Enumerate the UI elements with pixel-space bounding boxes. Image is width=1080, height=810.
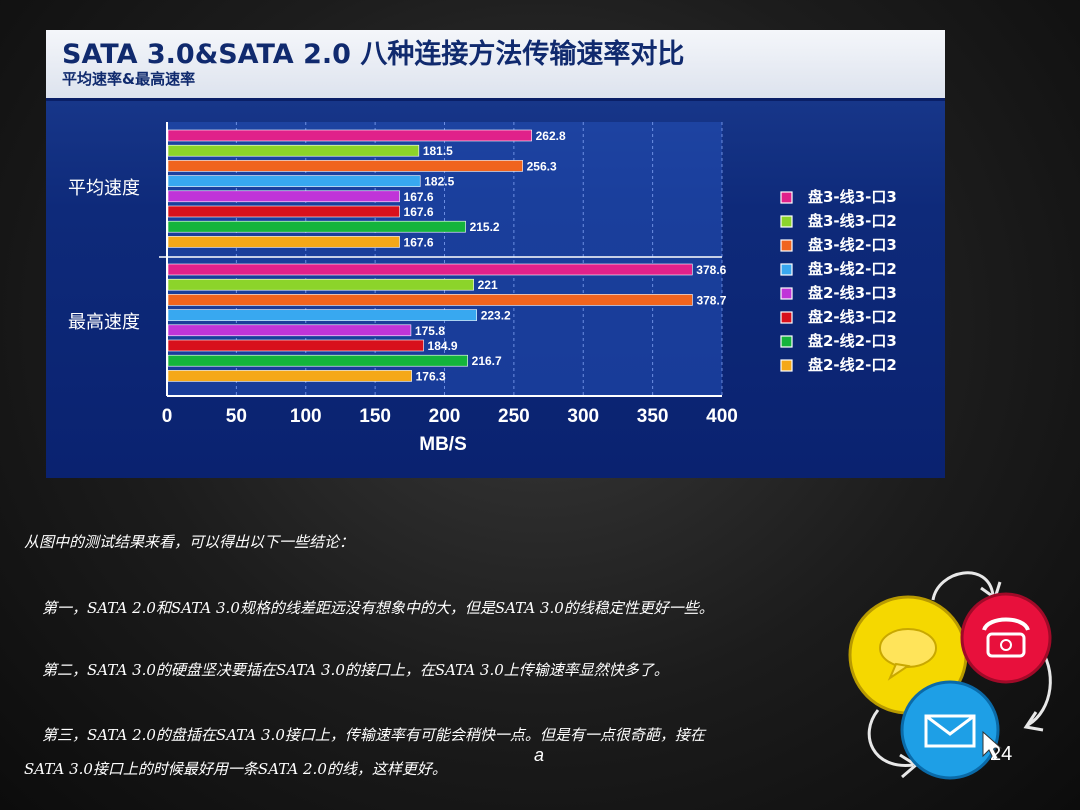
legend-label: 盘2-线2-口3 xyxy=(808,332,897,350)
x-tick-label: 400 xyxy=(706,406,738,427)
legend-label: 盘2-线2-口2 xyxy=(808,356,897,374)
bar xyxy=(167,144,420,157)
conclusion-first: 第一，SATA 2.0和SATA 3.0规格的线差距远没有想象中的大，但是SAT… xyxy=(42,599,714,617)
bar-value-label: 167.6 xyxy=(404,205,434,219)
legend-label: 盘3-线3-口2 xyxy=(808,212,897,230)
x-tick-label: 300 xyxy=(567,406,599,427)
bar-value-label: 167.6 xyxy=(404,235,434,249)
bar-value-label: 262.8 xyxy=(536,129,566,143)
x-tick-label: 50 xyxy=(226,406,247,427)
legend-label: 盘3-线2-口2 xyxy=(808,260,897,278)
x-axis-label: MB/S xyxy=(419,434,467,455)
chart-plot: 0 50 100 150 200 250 300 350 400 MB/S 平均速度 262.8 181… xyxy=(68,122,897,455)
x-tick-label: 100 xyxy=(290,406,322,427)
category-label: 平均速度 xyxy=(68,178,140,199)
category-label: 最高速度 xyxy=(68,312,140,333)
bar xyxy=(167,160,523,172)
bar xyxy=(167,175,421,187)
bar xyxy=(167,354,468,367)
conclusion-third: 第三，SATA 2.0的盘插在SATA 3.0接口上，传输速率有可能会稍快一点。… xyxy=(42,726,705,744)
bar-value-label: 176.3 xyxy=(416,369,446,383)
x-tick-label: 150 xyxy=(359,406,391,427)
bar-value-label: 184.9 xyxy=(428,339,458,353)
bar-value-label: 215.2 xyxy=(470,220,500,234)
x-tick-label: 350 xyxy=(637,406,669,427)
bar xyxy=(167,190,400,203)
chart-header: SATA 3.0&SATA 2.0 八种连接方法传输速率对比 平均速率&最高速率 xyxy=(46,30,945,101)
bar xyxy=(167,324,412,337)
chart-subtitle: 平均速率&最高速率 xyxy=(62,70,196,88)
legend-swatch xyxy=(780,335,793,348)
legend-swatch xyxy=(780,263,793,276)
chart-panel: 0 50 100 150 200 250 300 350 400 MB/S 平均速度 262.8 181… xyxy=(46,30,945,478)
legend-swatch xyxy=(780,287,793,300)
bar xyxy=(167,370,412,382)
x-tick-label: 0 xyxy=(162,406,173,427)
page-number: 24 xyxy=(990,743,1013,765)
bar xyxy=(167,309,477,321)
legend-swatch xyxy=(780,359,793,372)
conclusion-intro: 从图中的测试结果来看，可以得出以下一些结论： xyxy=(24,533,355,551)
chart-title: SATA 3.0&SATA 2.0 八种连接方法传输速率对比 xyxy=(62,39,685,70)
bar xyxy=(167,129,532,142)
bar-value-label: 256.3 xyxy=(527,159,557,173)
envelope-icon xyxy=(900,680,1003,780)
legend-label: 盘3-线3-口3 xyxy=(808,188,897,206)
bar-value-label: 223.2 xyxy=(481,309,511,323)
bar xyxy=(167,205,400,218)
bar-value-label: 221 xyxy=(478,278,498,292)
bar-value-label: 181.5 xyxy=(423,144,453,158)
telephone-icon xyxy=(960,592,1052,684)
legend-label: 盘3-线2-口3 xyxy=(808,236,897,254)
legend-swatch xyxy=(780,215,793,228)
bar xyxy=(167,236,400,248)
legend-label: 盘2-线3-口2 xyxy=(808,308,897,326)
x-tick-label: 250 xyxy=(498,406,530,427)
bar-value-label: 182.5 xyxy=(424,175,454,189)
bar-value-label: 167.6 xyxy=(404,190,434,204)
conclusion-third-cont: SATA 3.0接口上的时候最好用一条SATA 2.0的线，这样更好。 xyxy=(24,760,447,778)
bar-value-label: 378.7 xyxy=(696,293,726,307)
legend-label: 盘2-线3-口3 xyxy=(808,284,897,302)
footer-mark: a xyxy=(534,745,545,765)
bar-value-label: 175.8 xyxy=(415,324,445,338)
bar-value-label: 216.7 xyxy=(472,354,502,368)
conclusion-second: 第二，SATA 3.0的硬盘坚决要插在SATA 3.0的接口上，在SATA 3.… xyxy=(42,661,669,679)
bar xyxy=(167,339,424,352)
x-tick-label: 200 xyxy=(429,406,461,427)
bar xyxy=(167,294,693,306)
contact-icons-graphic xyxy=(848,571,1052,780)
bar-value-label: 378.6 xyxy=(696,263,726,277)
bar xyxy=(167,263,693,276)
legend-swatch xyxy=(780,191,793,204)
legend-swatch xyxy=(780,311,793,324)
legend-swatch xyxy=(780,239,793,252)
bar xyxy=(167,278,474,291)
bar xyxy=(167,220,466,233)
